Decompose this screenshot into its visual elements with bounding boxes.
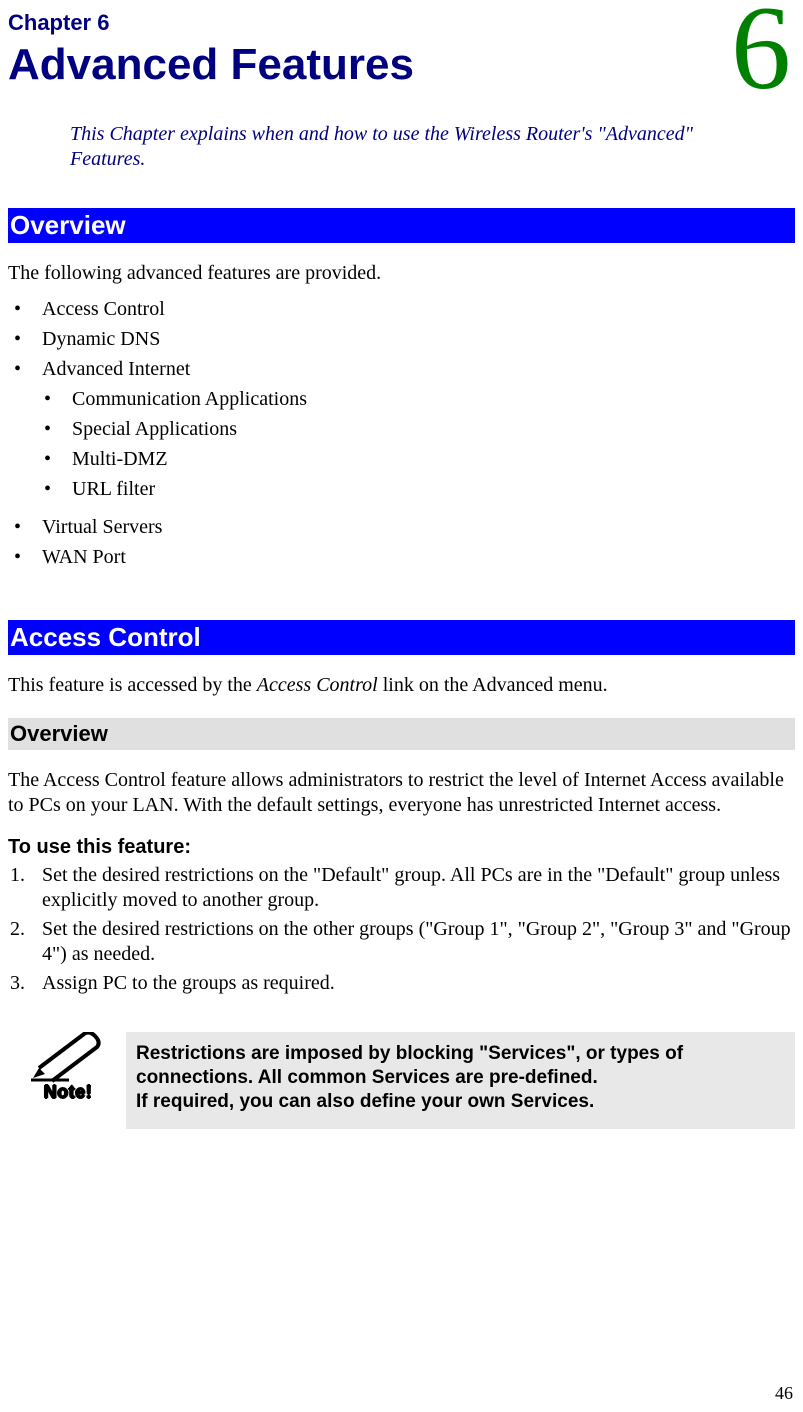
list-item: Set the desired restrictions on the othe… — [8, 917, 795, 967]
note-icon: Note! — [28, 1032, 108, 1103]
list-item: Multi-DMZ — [38, 444, 795, 474]
list-item: Special Applications — [38, 414, 795, 444]
use-feature-heading: To use this feature: — [8, 836, 795, 859]
pencil-note-icon — [29, 1032, 107, 1084]
list-item: Access Control — [8, 294, 795, 324]
text-run: Restrictions are imposed by blocking "Se… — [136, 1043, 683, 1088]
overview-lead: The following advanced features are prov… — [8, 261, 795, 286]
feature-list: Access Control Dynamic DNS Advanced Inte… — [8, 294, 795, 384]
list-item: Communication Applications — [38, 384, 795, 414]
list-item: Advanced Internet — [8, 354, 795, 384]
steps-list: Set the desired restrictions on the "Def… — [8, 863, 795, 996]
text-run: This feature is accessed by the — [8, 674, 257, 696]
access-control-paragraph: The Access Control feature allows admini… — [8, 768, 795, 818]
list-item: URL filter — [38, 474, 795, 504]
section-heading-access-control: Access Control — [8, 620, 795, 655]
sub-heading-overview: Overview — [8, 718, 795, 750]
access-control-lead: This feature is accessed by the Access C… — [8, 673, 795, 698]
chapter-numeral: 6 — [731, 0, 791, 96]
list-item: Dynamic DNS — [8, 324, 795, 354]
section-heading-overview: Overview — [8, 208, 795, 243]
note-label: Note! — [44, 1082, 93, 1103]
text-run-italic: Access Control — [257, 674, 378, 696]
note-text: Restrictions are imposed by blocking "Se… — [126, 1032, 795, 1129]
subfeature-list: Communication Applications Special Appli… — [38, 384, 795, 504]
document-page: Chapter 6 Advanced Features 6 This Chapt… — [0, 0, 803, 1412]
feature-list-tail: Virtual Servers WAN Port — [8, 512, 795, 572]
chapter-label: Chapter 6 — [8, 10, 795, 36]
list-item: Set the desired restrictions on the "Def… — [8, 863, 795, 913]
list-item: WAN Port — [8, 542, 795, 572]
chapter-header: Chapter 6 Advanced Features 6 — [8, 0, 795, 88]
text-run: If required, you can also define your ow… — [136, 1091, 594, 1112]
list-item: Virtual Servers — [8, 512, 795, 542]
page-number: 46 — [775, 1383, 793, 1404]
chapter-intro: This Chapter explains when and how to us… — [70, 122, 770, 172]
list-item: Assign PC to the groups as required. — [8, 971, 795, 996]
text-run: link on the Advanced menu. — [378, 674, 608, 696]
note-callout: Note! Restrictions are imposed by blocki… — [8, 1032, 795, 1129]
chapter-title: Advanced Features — [8, 42, 795, 88]
